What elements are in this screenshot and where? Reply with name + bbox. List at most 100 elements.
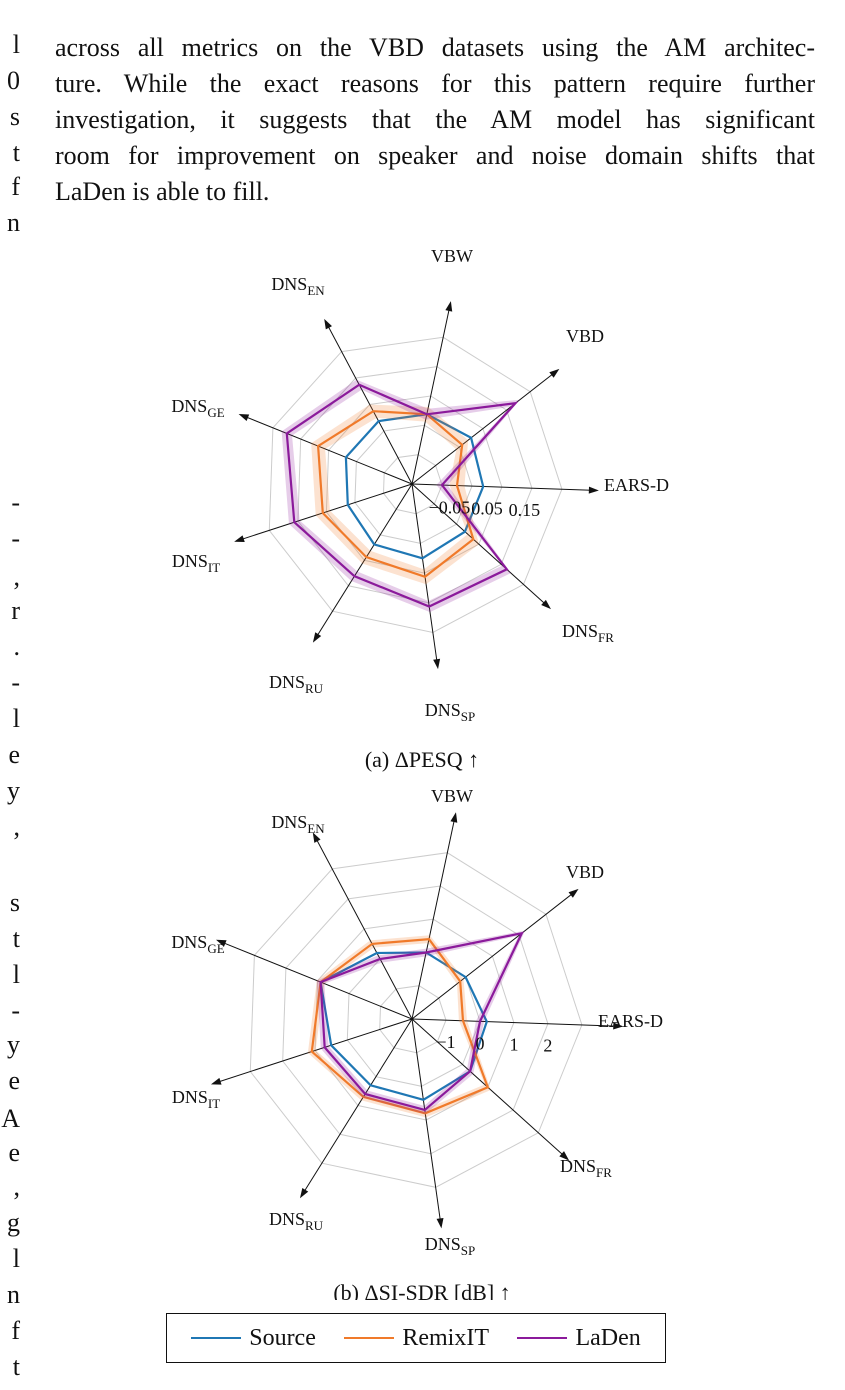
- axis-label: DNSEN: [271, 274, 325, 298]
- series-line-laden: [319, 931, 524, 1112]
- series-line-laden: [285, 383, 519, 608]
- axis-line: [411, 1018, 620, 1027]
- legend-item-laden: LaDen: [517, 1324, 641, 1352]
- axis-line: [314, 483, 413, 640]
- clipped-char: s: [9, 102, 20, 131]
- axis-line: [219, 940, 413, 1020]
- axis-line: [411, 1018, 442, 1225]
- clipped-char: -: [11, 668, 20, 697]
- grid-ring: [249, 852, 583, 1188]
- clipped-char: e: [8, 1138, 20, 1167]
- clipped-char: ,: [13, 812, 21, 841]
- clipped-char: t: [12, 924, 20, 953]
- clipped-char: l: [12, 960, 20, 989]
- axis-line: [411, 816, 456, 1020]
- series-line-remixit: [316, 410, 475, 579]
- legend-swatch-laden: [517, 1337, 568, 1339]
- axis-arrowhead: [436, 1217, 444, 1229]
- axis-arrowhead: [433, 658, 441, 670]
- axis-line: [411, 483, 549, 607]
- paragraph-line: room for improvement on speaker and nois…: [55, 141, 815, 170]
- clipped-char: y: [7, 1030, 20, 1059]
- axis-label: DNSFR: [560, 1156, 612, 1180]
- series-band-remixit: [311, 404, 479, 585]
- clipped-char: -: [11, 488, 20, 517]
- clipped-char: e: [8, 1066, 20, 1095]
- axis-label: VBW: [431, 246, 473, 266]
- tick-label: −1: [436, 1032, 455, 1052]
- series-band-remixit: [307, 935, 491, 1118]
- axis-arrowhead: [568, 888, 579, 898]
- grid-ring: [382, 454, 443, 515]
- paragraph-line: ture. While the exact reasons for this p…: [55, 69, 815, 98]
- body-paragraph: across all metrics on the VBD datasets u…: [55, 30, 815, 210]
- clipped-char: l: [12, 30, 20, 59]
- tick-label: 0: [475, 1033, 484, 1053]
- legend-label-remixit: RemixIT: [402, 1324, 489, 1351]
- axis-arrowhead: [613, 1022, 624, 1030]
- axis-line: [301, 1018, 413, 1196]
- grid-ring: [282, 885, 549, 1155]
- clipped-char: ,: [13, 1172, 21, 1201]
- axis-label: DNSSP: [425, 1234, 475, 1258]
- axis-line: [411, 304, 451, 485]
- legend-swatch-remixit: [344, 1337, 395, 1339]
- axis-label: DNSGE: [171, 932, 224, 956]
- axis-arrowhead: [588, 486, 599, 494]
- axis-arrowhead: [324, 318, 332, 330]
- clipped-char: e: [8, 740, 20, 769]
- legend-label-laden: LaDen: [575, 1324, 641, 1351]
- chart-caption: (b) ΔSI-SDR [dB] ↑: [333, 1280, 510, 1300]
- axis-label: DNSSP: [425, 700, 475, 724]
- axis-label: VBW: [431, 786, 473, 806]
- grid-ring: [268, 336, 563, 634]
- clipped-char: r: [11, 596, 20, 625]
- tick-label: −0.05: [429, 497, 471, 517]
- axis-label: VBD: [566, 862, 604, 882]
- axis-label: VBD: [566, 326, 604, 346]
- axis-label: DNSGE: [171, 396, 224, 420]
- series-line-source: [344, 413, 485, 560]
- axis-line: [411, 483, 438, 666]
- axis-line: [325, 322, 413, 485]
- radar-chart-sisdr: −1 0 1 2 EARS-D VBD VBW DNSEN DNSGE DNSIT DNSRU DNS…: [171, 786, 663, 1300]
- clipped-char: f: [11, 172, 20, 201]
- axis-arrowhead: [234, 535, 245, 543]
- axis-arrowhead: [210, 1077, 222, 1085]
- clipped-char: t: [12, 1352, 20, 1381]
- axis-line: [411, 1018, 567, 1159]
- axis-line: [314, 835, 413, 1020]
- axis-label: DNSRU: [269, 672, 324, 696]
- series-band-laden: [281, 379, 520, 613]
- paragraph-line: LaDen is able to fill.: [55, 177, 270, 206]
- legend-item-remixit: RemixIT: [344, 1325, 489, 1352]
- axis-label: DNSIT: [172, 551, 220, 575]
- clipped-char: f: [11, 1316, 20, 1345]
- axis-arrowhead: [450, 812, 458, 823]
- clipped-char: s: [9, 888, 20, 917]
- axis-label: DNSFR: [562, 621, 614, 645]
- radar-chart-pesq: −0.05 0.05 0.15 EARS-D VBD VBW DNSEN DNSGE DNSIT…: [171, 246, 669, 772]
- tick-label: 1: [509, 1035, 518, 1055]
- legend-item-source: Source: [191, 1325, 316, 1352]
- legend-label-source: Source: [249, 1324, 316, 1351]
- axis-arrowhead: [215, 939, 227, 947]
- axis-line: [237, 483, 413, 542]
- axis-label: EARS-D: [604, 475, 669, 495]
- series-line-remixit: [310, 938, 490, 1115]
- clipped-char: A: [1, 1104, 20, 1133]
- axis-line: [411, 370, 557, 485]
- radar-charts: −0.05 0.05 0.15 EARS-D VBD VBW DNSEN DNSGE DNSIT…: [171, 246, 669, 1300]
- clipped-char: -: [11, 524, 20, 553]
- grid-ring: [297, 366, 533, 604]
- legend-swatch-source: [191, 1337, 242, 1339]
- axis-arrowhead: [541, 599, 551, 610]
- paragraph-line: across all metrics on the VBD datasets u…: [55, 33, 815, 62]
- grid-ring: [354, 424, 473, 544]
- axis-label: EARS-D: [598, 1011, 663, 1031]
- clipped-char: y: [7, 776, 20, 805]
- clipped-char: n: [7, 208, 20, 237]
- axis-arrowhead: [559, 1151, 570, 1161]
- series-line-source: [319, 951, 488, 1101]
